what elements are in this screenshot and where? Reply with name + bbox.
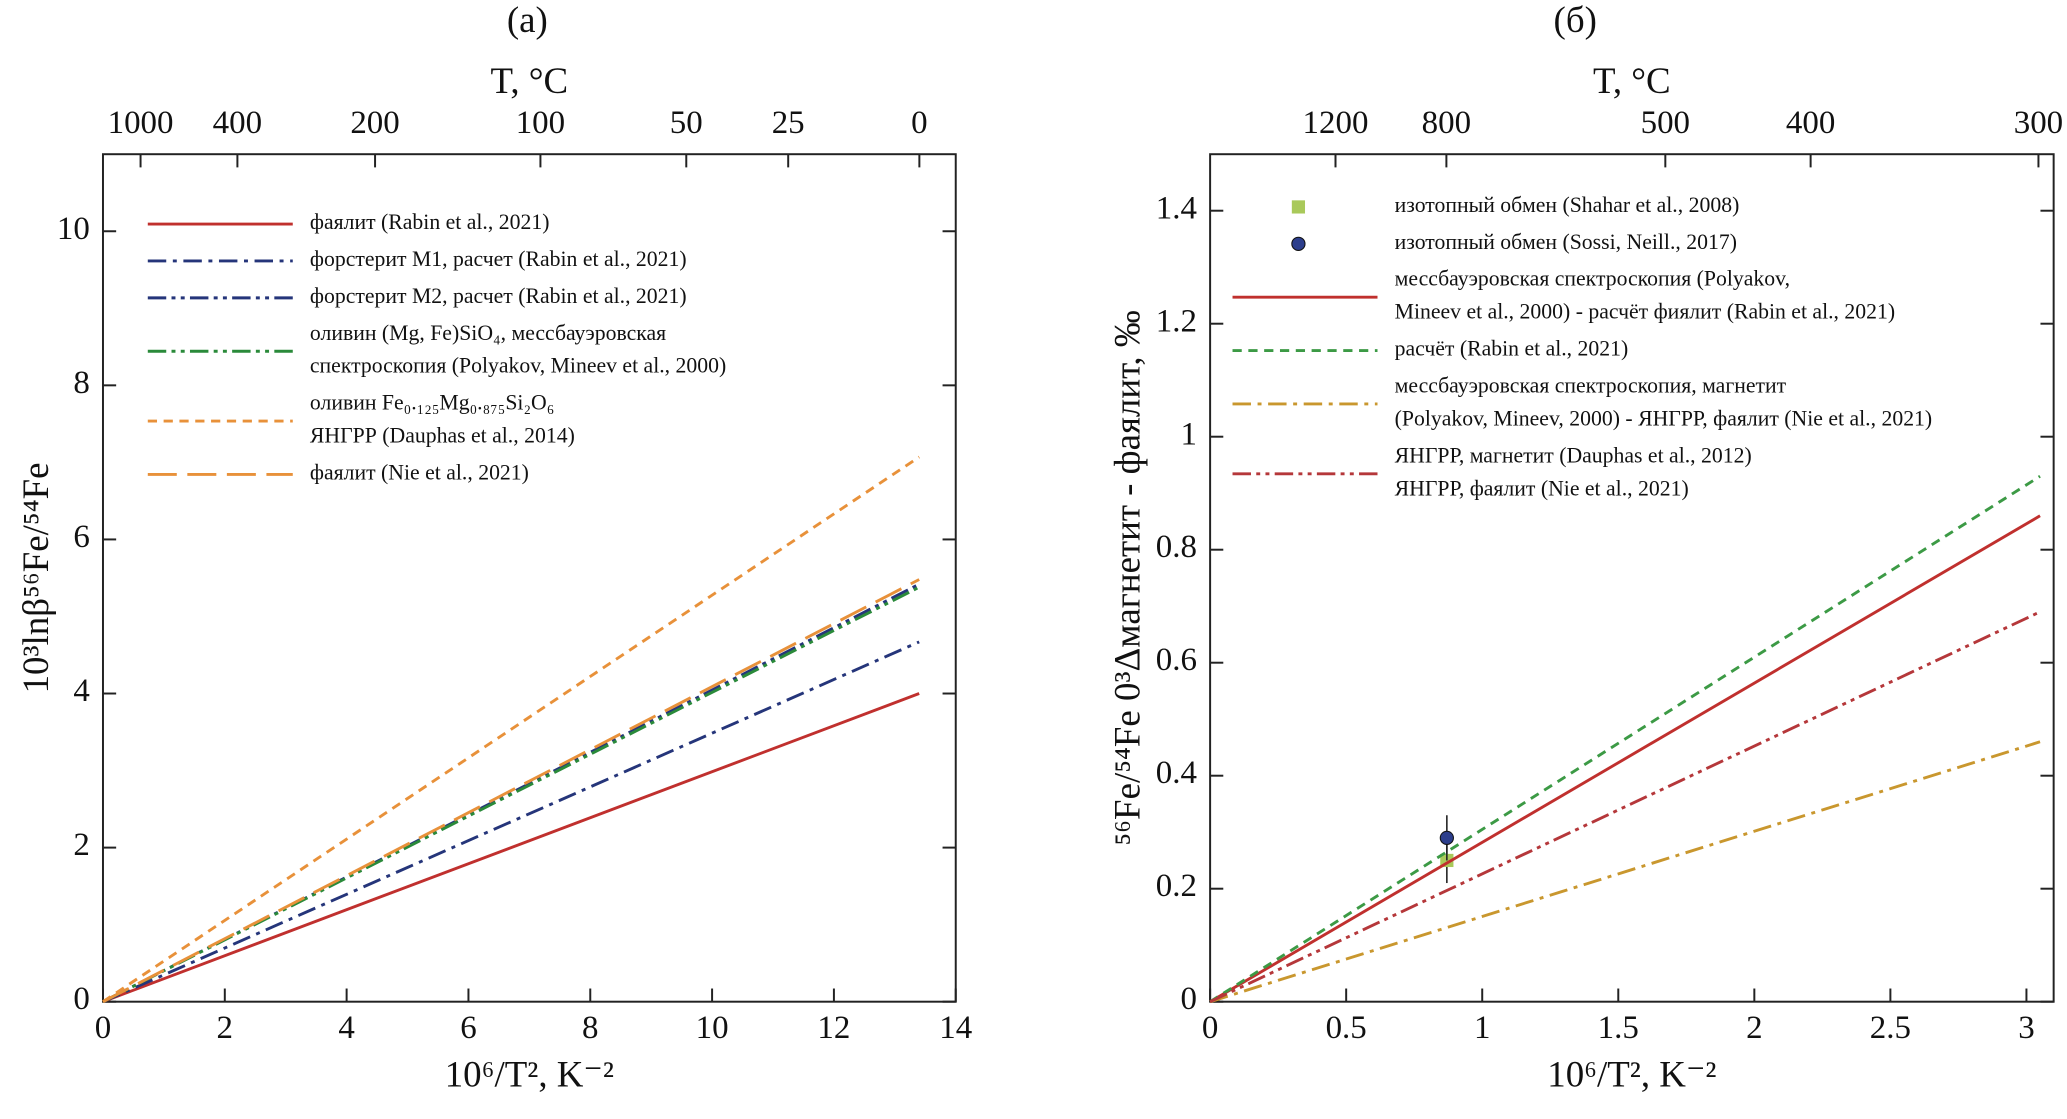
x-tick-label: 2.5 [1870, 1010, 1911, 1046]
data-line [1209, 514, 2041, 1003]
x-tick-label: 14 [939, 1010, 972, 1046]
data-line [1209, 475, 2041, 1003]
y-tick-label: 1.4 [1156, 190, 1197, 226]
x-axis-label: 10⁶/T², K⁻² [445, 1054, 614, 1095]
y-tick-label: 0 [1180, 981, 1196, 1017]
x-tick-label: 0 [95, 1010, 111, 1046]
data-line [102, 455, 920, 1003]
y-axis-label: ⁵⁶Fe/⁵⁴Fe 0³Δмагнетит - фаялит, ‰ [1107, 310, 1148, 846]
legend-label: фаялит (Nie et al., 2021) [310, 460, 529, 484]
data-line [102, 640, 920, 1004]
y-tick-label: 6 [73, 519, 89, 555]
y-tick-label: 0 [73, 981, 89, 1017]
y-tick-label: 8 [73, 365, 89, 401]
x-tick-label: 10 [696, 1010, 729, 1046]
legend-marker [1291, 236, 1306, 251]
x-tick-label: 6 [460, 1010, 476, 1046]
y-tick-label: 4 [73, 673, 89, 709]
legend-label: ЯНГРР, магнетит (Dauphas et al., 2012) ЯН… [1395, 443, 1752, 500]
x-tick-label: 2 [1746, 1010, 1762, 1046]
top-tick-label: 25 [772, 105, 805, 141]
legend-label: оливин (Mg, Fe)SiO₄, мессбауэровская спек… [310, 321, 726, 378]
top-axis-label: T, °C [1593, 60, 1671, 101]
data-line [102, 692, 920, 1004]
panel-title: (a) [507, 0, 548, 41]
x-tick-label: 0.5 [1326, 1010, 1367, 1046]
y-axis-label: 10³lnβ⁵⁶Fe/⁵⁴Fe [15, 462, 56, 693]
legend-label: мессбауэровская спектроскопия, магнетит(… [1395, 373, 1933, 430]
top-tick-label: 400 [213, 105, 262, 141]
legend-label: изотопный обмен (Shahar et al., 2008) [1395, 193, 1740, 217]
legend-label: форстерит M1, расчет (Rabin et al., 2021… [310, 247, 687, 271]
x-tick-label: 3 [2018, 1010, 2034, 1046]
top-tick-label: 1000 [108, 105, 174, 141]
data-line [1209, 740, 2041, 1004]
legend-label: расчёт (Rabin et al., 2021) [1395, 337, 1629, 361]
legend-label: мессбауэровская спектроскопия (Polyakov,… [1395, 267, 1896, 324]
top-tick-label: 0 [911, 105, 927, 141]
y-tick-label: 10 [57, 211, 90, 247]
top-tick-label: 300 [2014, 105, 2063, 141]
top-tick-label: 1200 [1303, 105, 1369, 141]
legend-label: изотопный обмен (Sossi, Neill., 2017) [1395, 230, 1737, 254]
plot-frame [101, 153, 957, 1003]
y-tick-label: 1.2 [1156, 303, 1197, 339]
x-tick-label: 0 [1202, 1010, 1218, 1046]
legend-label: форстерит M2, расчет (Rabin et al., 2021… [310, 284, 687, 308]
x-axis-label: 10⁶/T², K⁻² [1547, 1054, 1716, 1095]
top-tick-label: 200 [350, 105, 399, 141]
y-tick-label: 0.8 [1156, 529, 1197, 565]
top-tick-label: 500 [1641, 105, 1690, 141]
legend-label: фаялит (Rabin et al., 2021) [310, 210, 550, 234]
y-tick-label: 0.2 [1156, 868, 1197, 904]
x-tick-label: 2 [217, 1010, 233, 1046]
x-tick-label: 1 [1474, 1010, 1490, 1046]
legend-label: оливин Fe₀.₁₂₅Mg₀.₈₇₅Si₂O₆ ЯНГРР (Dauphas… [310, 391, 575, 448]
top-tick-label: 100 [516, 105, 565, 141]
y-tick-label: 1 [1180, 416, 1196, 452]
y-tick-label: 0.4 [1156, 755, 1197, 791]
panel: (a) 0 2 4 6 8 10 12 14 0 2 4 6 8 10 1000 400 200 100 50 25 0 T… [15, 0, 972, 1095]
panel-title: (б) [1554, 0, 1597, 41]
panel: (б) 0 0.5 1 1.5 2 2.5 3 0 0.2 0.4 0.6 0.8 1 1.2 1.4 1200… [1107, 0, 2064, 1095]
legend-marker [1291, 200, 1306, 214]
data-point [1439, 830, 1454, 845]
x-tick-label: 8 [582, 1010, 598, 1046]
top-tick-label: 800 [1422, 105, 1471, 141]
top-tick-label: 400 [1786, 105, 1835, 141]
x-tick-label: 12 [817, 1010, 850, 1046]
data-line [102, 578, 920, 1003]
data-line [102, 585, 920, 1003]
y-tick-label: 2 [73, 827, 89, 863]
x-tick-label: 1.5 [1598, 1010, 1639, 1046]
x-tick-label: 4 [338, 1010, 354, 1046]
top-axis-label: T, °C [491, 60, 569, 101]
data-line [1209, 610, 2041, 1004]
plot-frame [1209, 153, 2055, 1003]
top-tick-label: 50 [670, 105, 703, 141]
y-tick-label: 0.6 [1156, 642, 1197, 678]
